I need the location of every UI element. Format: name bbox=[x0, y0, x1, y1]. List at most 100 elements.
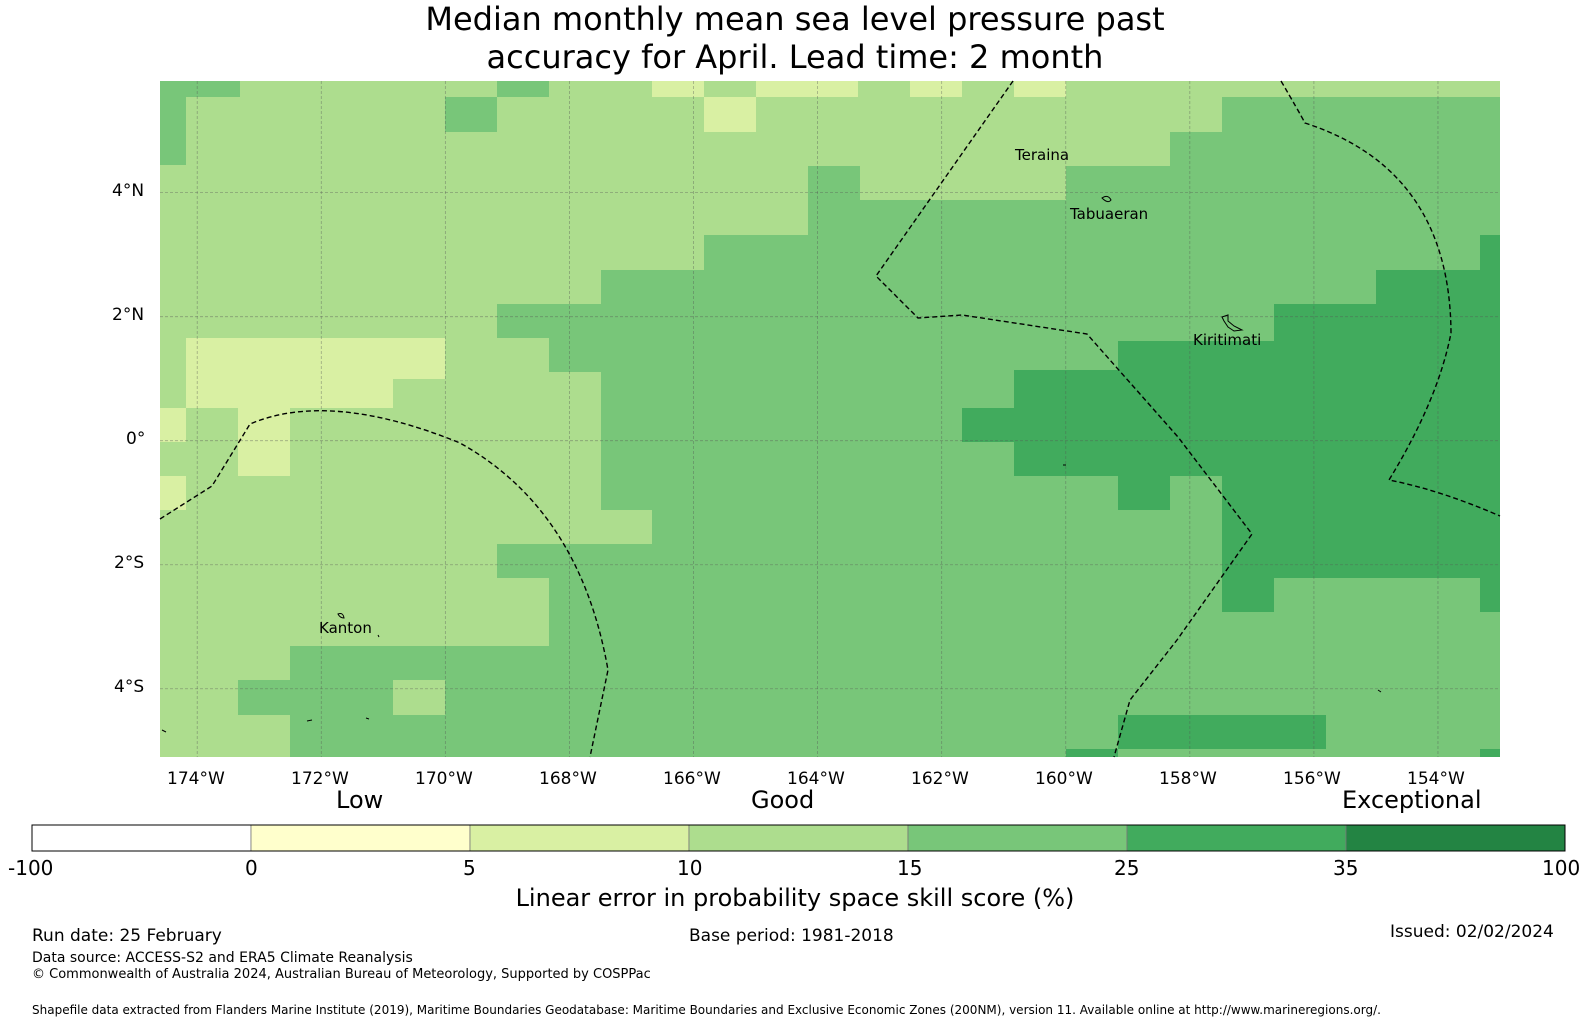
skill-cell bbox=[962, 408, 1500, 442]
colorbar-bin bbox=[31, 824, 252, 852]
lon-label: 156°W bbox=[1283, 769, 1341, 789]
title-line-2: accuracy for April. Lead time: 2 month bbox=[486, 38, 1104, 76]
lon-label: 158°W bbox=[1159, 769, 1217, 789]
chart-title: Median monthly mean sea level pressure p… bbox=[0, 0, 1590, 76]
skill-cell bbox=[238, 408, 290, 476]
lat-label: 2°S bbox=[114, 553, 145, 573]
lon-label: 166°W bbox=[663, 769, 721, 789]
shapefile-credit: Shapefile data extracted from Flanders M… bbox=[32, 1003, 1381, 1017]
skill-cell bbox=[808, 166, 860, 370]
skill-cell bbox=[549, 578, 1500, 757]
skill-cell bbox=[186, 379, 393, 408]
colorbar-tick-label: 35 bbox=[1333, 856, 1359, 880]
skill-cell bbox=[1118, 715, 1326, 749]
skill-cell bbox=[160, 715, 290, 757]
lon-label: 162°W bbox=[911, 769, 969, 789]
eez-boundary-line-islands bbox=[875, 80, 1253, 758]
skill-cell bbox=[601, 410, 652, 510]
legend-category-low: Low bbox=[336, 786, 384, 814]
run-date: Run date: 25 February bbox=[32, 926, 222, 946]
skill-cell bbox=[160, 97, 186, 165]
place-label-kanton: Kanton bbox=[319, 619, 372, 637]
colorbar-tick-label: 100 bbox=[1542, 856, 1581, 880]
skill-cell bbox=[1480, 235, 1500, 370]
skill-cell bbox=[549, 304, 601, 372]
lon-label: 170°W bbox=[415, 769, 473, 789]
colorbar-tick-label: -100 bbox=[8, 856, 54, 880]
lon-label: 172°W bbox=[291, 769, 349, 789]
lon-label: 164°W bbox=[787, 769, 845, 789]
copyright: © Commonwealth of Australia 2024, Austra… bbox=[32, 967, 651, 982]
eez-boundaries bbox=[159, 80, 1501, 758]
colorbar-tick-label: 0 bbox=[245, 856, 258, 880]
small-island-outline bbox=[306, 719, 313, 722]
lat-label: 4°N bbox=[112, 181, 145, 201]
lat-label: 0° bbox=[126, 429, 146, 449]
skill-cell bbox=[704, 97, 756, 132]
title-line-1: Median monthly mean sea level pressure p… bbox=[425, 0, 1165, 38]
skill-cell bbox=[1014, 81, 1066, 97]
skill-cell bbox=[652, 81, 704, 97]
colorbar-bin bbox=[907, 824, 1128, 852]
place-label-tabuaeran: Tabuaeran bbox=[1070, 205, 1149, 223]
small-island-outline bbox=[1377, 689, 1382, 693]
colorbar-bin bbox=[1345, 824, 1566, 852]
eez-boundary-east bbox=[1280, 80, 1501, 517]
colorbar-outline bbox=[31, 824, 1566, 852]
lon-label: 154°W bbox=[1407, 769, 1465, 789]
skill-cell bbox=[704, 235, 808, 370]
skill-cell bbox=[1480, 578, 1500, 612]
kanton-island-outline bbox=[337, 613, 345, 619]
skill-cell bbox=[756, 81, 858, 97]
legend-category-good: Good bbox=[751, 786, 815, 814]
colorbar-bin bbox=[250, 824, 471, 852]
colorbar-tick-label: 5 bbox=[463, 856, 476, 880]
colorbar-tick-label: 10 bbox=[677, 856, 703, 880]
skill-cell bbox=[1066, 749, 1118, 757]
skill-grid bbox=[160, 81, 1500, 757]
place-label-teraina: Teraina bbox=[1015, 146, 1070, 164]
colorbar-label: Linear error in probability space skill … bbox=[515, 884, 1075, 912]
skill-cell bbox=[186, 338, 445, 379]
lat-label: 4°S bbox=[114, 677, 145, 697]
colorbar-bin bbox=[688, 824, 909, 852]
colorbar bbox=[31, 824, 1566, 852]
skill-cell bbox=[1222, 476, 1500, 578]
skill-cell bbox=[1014, 442, 1500, 476]
skill-cell bbox=[445, 97, 497, 132]
lon-label: 174°W bbox=[167, 769, 225, 789]
skill-cell bbox=[497, 304, 549, 338]
lon-label: 160°W bbox=[1035, 769, 1093, 789]
kiritimati-island-outline bbox=[1221, 314, 1244, 332]
legend-category-exceptional: Exceptional bbox=[1342, 786, 1482, 814]
skill-cell bbox=[160, 81, 240, 97]
skill-cell bbox=[601, 270, 704, 376]
graticule bbox=[160, 81, 1500, 757]
small-island-outline bbox=[377, 634, 380, 638]
lat-label: 2°N bbox=[112, 305, 145, 325]
skill-cell bbox=[1014, 370, 1500, 410]
base-period: Base period: 1981-2018 bbox=[689, 926, 894, 946]
skill-cell bbox=[497, 81, 549, 97]
lon-label: 168°W bbox=[539, 769, 597, 789]
issued-date: Issued: 02/02/2024 bbox=[1390, 922, 1554, 942]
place-label-kiritimati: Kiritimati bbox=[1193, 331, 1262, 349]
skill-cell bbox=[1118, 476, 1170, 510]
colorbar-tick-label: 25 bbox=[1114, 856, 1140, 880]
colorbar-bin bbox=[469, 824, 690, 852]
colorbar-bin bbox=[1126, 824, 1347, 852]
skill-cell bbox=[393, 680, 445, 715]
colorbar-tick-label: 15 bbox=[897, 856, 923, 880]
skill-cell bbox=[1222, 578, 1274, 612]
skill-cell bbox=[910, 81, 962, 97]
data-source: Data source: ACCESS-S2 and ERA5 Climate … bbox=[32, 950, 413, 966]
island-outlines bbox=[161, 195, 1382, 733]
eez-boundary-kiribati-west bbox=[159, 410, 609, 758]
skill-cell bbox=[1118, 341, 1500, 370]
skill-cell bbox=[238, 680, 290, 715]
skill-cell bbox=[160, 476, 186, 510]
tabuaeran-island-outline bbox=[1101, 195, 1112, 203]
small-island-outline bbox=[365, 717, 370, 720]
skill-cell bbox=[1480, 749, 1500, 757]
